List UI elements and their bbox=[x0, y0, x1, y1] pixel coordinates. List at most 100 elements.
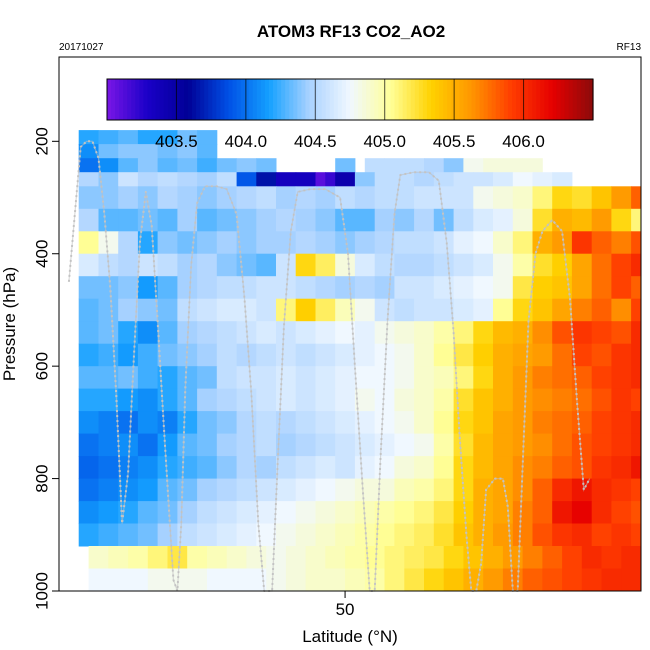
heatmap-cell bbox=[98, 321, 119, 345]
heatmap-cell bbox=[197, 172, 218, 187]
heatmap-cell bbox=[315, 298, 336, 322]
heatmap-cell bbox=[404, 568, 425, 592]
heatmap-cell bbox=[354, 433, 376, 457]
heatmap-cell bbox=[295, 208, 316, 232]
heatmap-cell bbox=[611, 501, 632, 525]
heatmap-cell bbox=[137, 388, 159, 412]
heatmap-cell bbox=[78, 523, 99, 547]
heatmap-cell bbox=[216, 433, 237, 457]
heatmap-cell bbox=[374, 208, 395, 232]
colorbar-segment bbox=[313, 79, 319, 120]
heatmap-cell bbox=[443, 568, 464, 592]
heatmap-cell bbox=[631, 523, 642, 547]
heatmap-cell bbox=[295, 501, 316, 525]
heatmap-cell bbox=[98, 130, 119, 145]
heatmap-cell bbox=[493, 501, 514, 525]
colorbar-tick-label: 404.0 bbox=[225, 132, 268, 151]
heatmap-cell bbox=[315, 456, 336, 480]
heatmap-cell bbox=[354, 298, 376, 322]
heatmap-cell bbox=[621, 546, 642, 569]
heatmap-cell bbox=[522, 546, 543, 569]
heatmap-cell bbox=[493, 523, 514, 547]
colorbar-segment bbox=[516, 79, 521, 120]
heatmap-cell bbox=[325, 568, 346, 592]
heatmap-cell bbox=[137, 501, 159, 525]
y-axis-label: Pressure (hPa) bbox=[0, 267, 19, 381]
heatmap-cell bbox=[394, 208, 415, 232]
colorbar-segment bbox=[507, 79, 513, 120]
heatmap-cell bbox=[483, 568, 504, 592]
heatmap-cell bbox=[473, 186, 494, 210]
heatmap-cell bbox=[532, 172, 553, 187]
colorbar-segment bbox=[329, 79, 335, 120]
colorbar-tick-label: 405.0 bbox=[363, 132, 406, 151]
heatmap-cell bbox=[335, 388, 356, 412]
heatmap-cell bbox=[157, 253, 178, 277]
heatmap-cell bbox=[137, 321, 159, 345]
colorbar-segment bbox=[220, 79, 226, 120]
heatmap-cell bbox=[157, 144, 178, 159]
colorbar-segment bbox=[410, 79, 416, 120]
heatmap-cell bbox=[631, 343, 642, 367]
heatmap-cell bbox=[493, 321, 514, 345]
colorbar-segment bbox=[366, 79, 371, 120]
colorbar-segment bbox=[402, 79, 408, 120]
colorbar-segment bbox=[540, 79, 545, 120]
heatmap-cell bbox=[295, 253, 316, 277]
heatmap-cell bbox=[335, 253, 356, 277]
heatmap-cell bbox=[571, 366, 593, 390]
colorbar-segment bbox=[277, 79, 282, 120]
heatmap-cell bbox=[197, 388, 218, 412]
heatmap-cell bbox=[256, 186, 277, 210]
heatmap-cell bbox=[78, 478, 99, 502]
heatmap-cell bbox=[374, 298, 395, 322]
heatmap-cell bbox=[493, 276, 514, 300]
colorbar-segment bbox=[179, 79, 185, 120]
heatmap-cell bbox=[414, 172, 435, 187]
heatmap-cell bbox=[532, 501, 553, 525]
heatmap-cell bbox=[493, 253, 514, 277]
heatmap-cell bbox=[335, 523, 356, 547]
heatmap-cell bbox=[177, 208, 198, 232]
heatmap-cell bbox=[374, 388, 395, 412]
heatmap-cell bbox=[631, 478, 642, 502]
heatmap-cell bbox=[236, 208, 257, 232]
heatmap-cell bbox=[108, 568, 129, 592]
heatmap-cell bbox=[571, 321, 593, 345]
heatmap-cell bbox=[98, 231, 119, 255]
colorbar-segment bbox=[232, 79, 238, 120]
heatmap-cell bbox=[354, 343, 376, 367]
heatmap-cell bbox=[453, 523, 474, 547]
colorbar-segment bbox=[151, 79, 157, 120]
date-label: 20171027 bbox=[59, 42, 104, 53]
heatmap-cell bbox=[78, 321, 99, 345]
colorbar-segment bbox=[224, 79, 230, 120]
heatmap-cell bbox=[631, 231, 642, 255]
heatmap-cell bbox=[591, 298, 612, 322]
colorbar-segment bbox=[418, 79, 424, 120]
heatmap-cell bbox=[433, 276, 454, 300]
heatmap-cell bbox=[78, 298, 99, 322]
colorbar-segment bbox=[512, 79, 517, 120]
colorbar-tick-label: 404.5 bbox=[294, 132, 337, 151]
heatmap-cell bbox=[157, 366, 178, 390]
heatmap-cell bbox=[552, 253, 573, 277]
heatmap-cell bbox=[473, 478, 494, 502]
heatmap-cell bbox=[532, 478, 553, 502]
heatmap-cell bbox=[78, 343, 99, 367]
colorbar-segment bbox=[483, 79, 489, 120]
heatmap-cell bbox=[443, 546, 464, 569]
chart-title: ATOM3 RF13 CO2_AO2 bbox=[257, 22, 445, 41]
heatmap-cell bbox=[473, 276, 494, 300]
heatmap-cell bbox=[552, 523, 573, 547]
heatmap-cell bbox=[463, 158, 484, 173]
heatmap-cell bbox=[532, 411, 553, 435]
heatmap-cell bbox=[394, 411, 415, 435]
heatmap-cell bbox=[453, 321, 474, 345]
heatmap-cell bbox=[611, 456, 632, 480]
heatmap-cell bbox=[591, 321, 612, 345]
colorbar-segment bbox=[451, 79, 456, 120]
heatmap-cell bbox=[581, 546, 602, 569]
heatmap-cell bbox=[236, 523, 257, 547]
